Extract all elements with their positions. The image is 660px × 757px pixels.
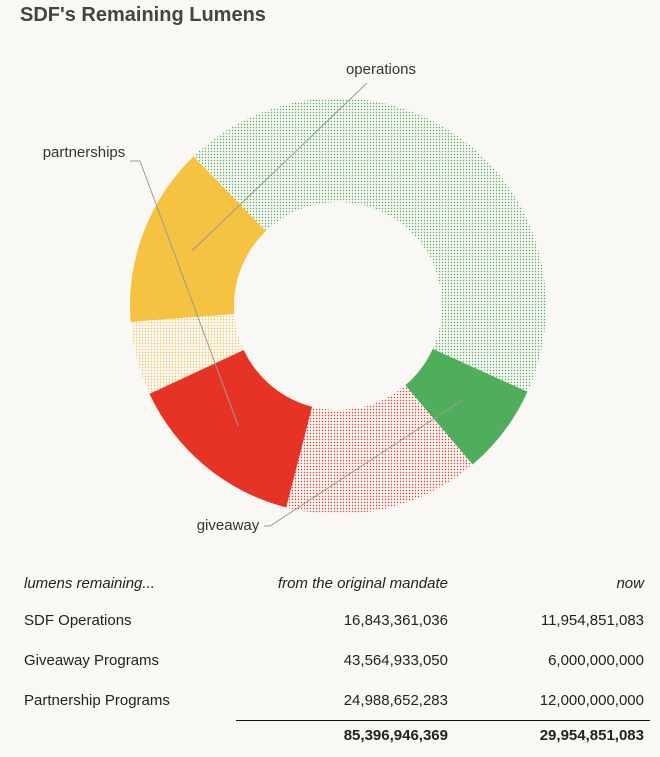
lumens-table: lumens remaining... from the original ma… <box>24 566 650 749</box>
table-header-row: lumens remaining... from the original ma… <box>24 566 650 600</box>
callout-line-giveaway <box>264 399 463 527</box>
table-row: Giveaway Programs 43,564,933,050 6,000,0… <box>24 640 650 680</box>
total-row: 85,396,946,369 29,954,851,083 <box>24 720 650 750</box>
row-now: 12,000,000,000 <box>539 691 644 709</box>
row-original: 24,988,652,283 <box>343 691 448 709</box>
total-original: 85,396,946,369 <box>236 720 464 749</box>
slice-giveaway-remaining <box>405 348 528 465</box>
row-name: Partnership Programs <box>24 691 170 709</box>
table-row: SDF Operations 16,843,361,036 11,954,851… <box>24 600 650 640</box>
donut-chart: operations giveaway partnerships <box>43 61 546 534</box>
header-label: lumens remaining... <box>24 574 155 592</box>
row-original: 43,564,933,050 <box>343 651 448 669</box>
header-now: now <box>616 574 644 592</box>
callout-label-giveaway: giveaway <box>197 517 260 534</box>
table-row: Partnership Programs 24,988,652,283 12,0… <box>24 680 650 721</box>
slice-operations-remaining <box>130 156 266 322</box>
callout-label-operations: operations <box>346 61 416 78</box>
row-now: 11,954,851,083 <box>540 611 644 629</box>
row-now: 6,000,000,000 <box>548 651 644 669</box>
chart-title: SDF's Remaining Lumens <box>20 4 266 26</box>
row-name: Giveaway Programs <box>24 651 160 669</box>
total-now: 29,954,851,083 <box>464 720 650 749</box>
callout-line-partnerships <box>130 160 239 427</box>
header-original: from the original mandate <box>277 574 448 592</box>
total-label <box>24 721 236 750</box>
slice-partnerships-remaining <box>149 349 313 508</box>
slice-partnerships-used <box>286 385 473 514</box>
row-original: 16,843,361,036 <box>343 611 448 629</box>
row-name: SDF Operations <box>24 611 132 629</box>
slice-operations-used <box>130 313 244 394</box>
callout-label-partnerships: partnerships <box>43 144 126 161</box>
callout-line-operations <box>191 82 368 251</box>
slice-giveaway-used <box>193 97 546 392</box>
